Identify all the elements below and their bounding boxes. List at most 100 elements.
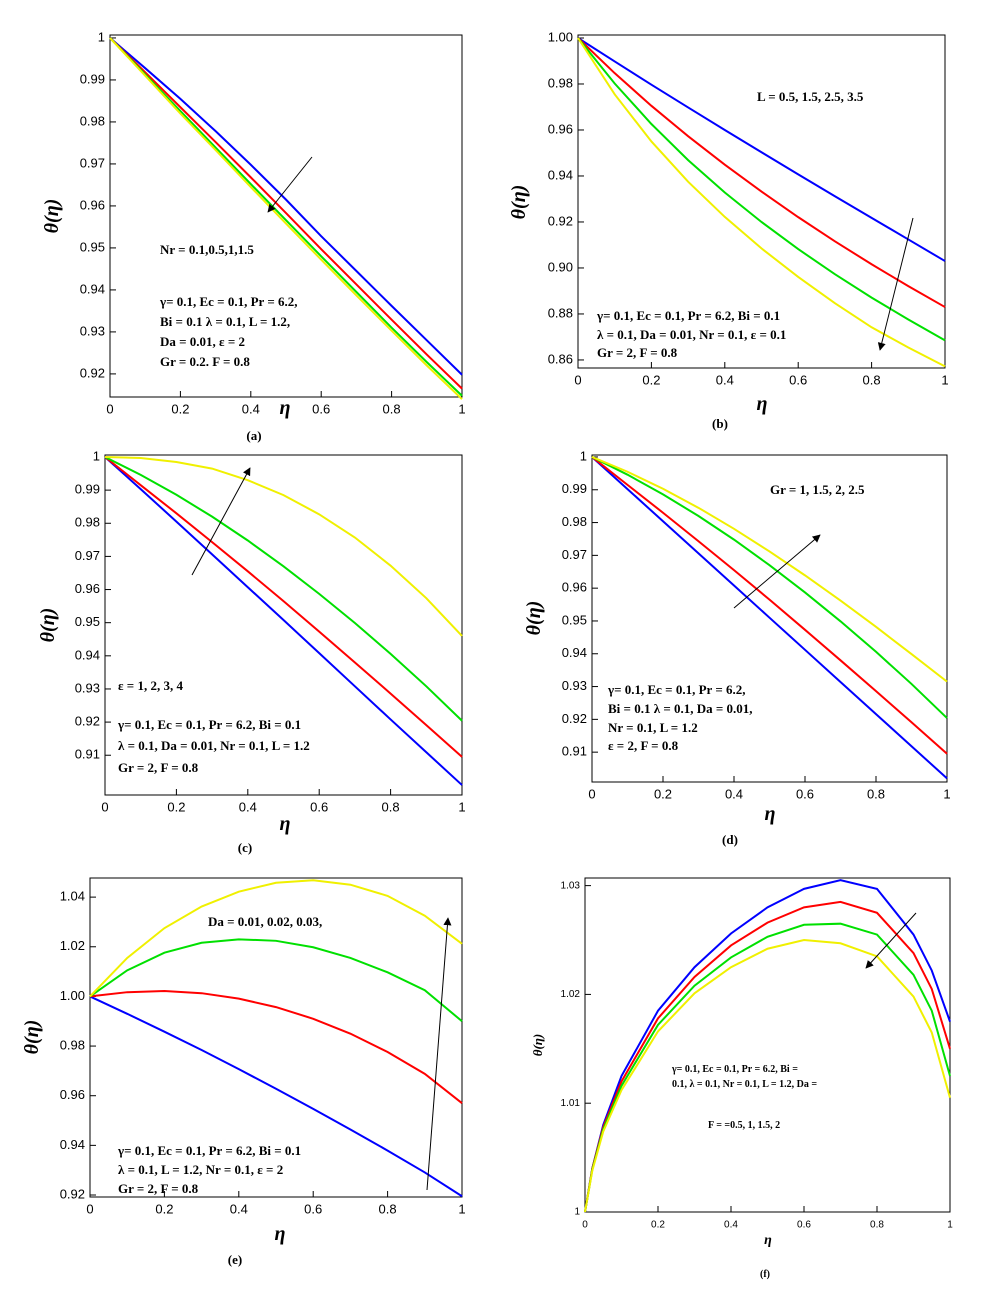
y-tick-label: 0.94 [80, 281, 105, 296]
x-tick-label: 0.2 [167, 799, 185, 814]
y-tick-label: 0.92 [562, 711, 587, 726]
y-axis-label: θ(η) [508, 185, 530, 220]
y-tick-label: 0.94 [75, 647, 100, 662]
plot-frame [577, 34, 946, 369]
x-tick-label: 0.4 [716, 372, 734, 387]
y-tick-label: 0.92 [80, 365, 105, 380]
y-tick-label: 0.98 [548, 75, 573, 90]
annotation: γ= 0.1, Ec = 0.1, Pr = 6.2, Bi = 0.1 [117, 717, 301, 732]
annotation: Gr = 2, F = 0.8 [118, 760, 199, 775]
line-series [591, 456, 948, 780]
plot-frame [591, 454, 948, 783]
x-tick-label: 0.2 [642, 372, 660, 387]
annotation: F = =0.5, 1, 1.5, 2 [708, 1120, 780, 1131]
y-tick-label: 0.91 [75, 747, 100, 762]
y-tick-label: 0.95 [75, 614, 100, 629]
line-series [104, 456, 463, 786]
panel: 0 0.2 0.4 0.6 0.8 1 0.91 0.92 0.93 0.94 0.95 0.96 0.… [37, 448, 466, 855]
annotation: Bi = 0.1 λ = 0.1, Da = 0.01, [608, 701, 753, 716]
y-tick-label: 0.94 [548, 167, 573, 182]
x-tick-label: 0 [86, 1201, 93, 1216]
caption: (d) [722, 832, 738, 847]
arrow [733, 534, 821, 609]
line-series [577, 37, 946, 342]
plot-frame [89, 877, 463, 1198]
line-series [584, 879, 951, 1213]
annotation: Gr = 0.2. F = 0.8 [160, 354, 250, 369]
y-tick-label: 0.86 [548, 351, 573, 366]
annotation: 0.1, λ = 0.1, Nr = 0.1, L = 1.2, Da = [672, 1079, 817, 1090]
annotation: ε = 1, 2, 3, 4 [118, 678, 183, 693]
y-tick-label: 0.91 [562, 744, 587, 759]
y-tick-label: 1.04 [60, 889, 85, 904]
annotation: λ = 0.1, Da = 0.01, Nr = 0.1, ε = 0.1 [597, 327, 786, 342]
x-axis-label: η [275, 1223, 286, 1245]
y-tick-label: 1 [580, 448, 587, 463]
x-tick-label: 0.6 [789, 372, 807, 387]
annotation: Gr = 1, 1.5, 2, 2.5 [770, 482, 865, 497]
annotation: γ= 0.1, Ec = 0.1, Pr = 6.2, Bi = 0.1 [596, 308, 780, 323]
y-tick-label: 0.98 [80, 113, 105, 128]
x-tick-label: 0.8 [379, 1201, 397, 1216]
x-tick-label: 0.2 [155, 1201, 173, 1216]
x-axis-label: η [765, 803, 776, 825]
y-tick-label: 0.98 [75, 515, 100, 530]
y-tick-label: 1.01 [561, 1098, 581, 1109]
y-tick-label: 0.93 [75, 680, 100, 695]
annotation: Gr = 2, F = 0.8 [597, 345, 678, 360]
caption: (b) [712, 416, 728, 431]
annotation: Bi = 0.1 λ = 0.1, L = 1.2, [160, 314, 290, 329]
plot-frame [104, 454, 463, 796]
x-tick-label: 1 [941, 372, 948, 387]
y-tick-label: 0.96 [60, 1087, 85, 1102]
annotation: γ= 0.1, Ec = 0.1, Pr = 6.2, [607, 682, 745, 697]
x-tick-label: 0.8 [867, 786, 885, 801]
x-tick-label: 0.2 [171, 401, 189, 416]
line-series [109, 37, 463, 390]
x-tick-label: 0.8 [383, 401, 401, 416]
x-axis-label: η [280, 397, 291, 419]
line-series [104, 456, 463, 758]
y-tick-label: 0.94 [562, 645, 587, 660]
y-tick-label: 0.88 [548, 305, 573, 320]
y-tick-label: 0.92 [75, 714, 100, 729]
line-series [104, 455, 463, 637]
x-tick-label: 0.2 [654, 786, 672, 801]
y-tick-label: 0.98 [562, 514, 587, 529]
line-series [89, 995, 463, 1198]
arrow [426, 917, 452, 1191]
y-tick-label: 0.99 [75, 482, 100, 497]
x-tick-label: 0.8 [382, 799, 400, 814]
line-series [109, 37, 463, 400]
y-axis-label: θ(η) [530, 1034, 545, 1057]
y-tick-label: 1 [93, 448, 100, 463]
caption: (a) [246, 428, 261, 443]
x-tick-label: 0.2 [651, 1220, 665, 1231]
arrow [267, 156, 313, 213]
panel: 0 0.2 0.4 0.6 0.8 1 0.86 0.88 0.90 0.92 0.94 0.96 0.… [508, 29, 949, 431]
caption: (e) [228, 1252, 242, 1267]
plot-frame [584, 877, 951, 1213]
panel: 0 0.2 0.4 0.6 0.8 1 1 1.01 1.02 1.03 γ= 0.1, Ec = … [530, 877, 953, 1280]
x-tick-label: 0.8 [863, 372, 881, 387]
y-axis-label: θ(η) [21, 1020, 43, 1055]
annotation: γ= 0.1, Ec = 0.1, Pr = 6.2, [159, 294, 297, 309]
annotation: L = 0.5, 1.5, 2.5, 3.5 [757, 89, 864, 104]
y-tick-label: 1.02 [60, 938, 85, 953]
caption: (c) [238, 840, 252, 855]
y-tick-label: 0.95 [80, 239, 105, 254]
line-series [591, 456, 948, 683]
y-tick-label: 1.00 [548, 29, 573, 44]
line-series [89, 938, 463, 1023]
x-tick-label: 1 [458, 799, 465, 814]
line-series [109, 37, 463, 397]
line-series [577, 37, 946, 308]
y-tick-label: 0.96 [80, 197, 105, 212]
x-tick-label: 1 [947, 1220, 953, 1231]
panel: 0 0.2 0.4 0.6 0.8 1 0.92 0.94 0.96 0.98 1.00 1.02 1.… [21, 877, 466, 1267]
annotation: Nr = 0.1,0.5,1,1.5 [160, 242, 254, 257]
y-tick-label: 1.02 [561, 989, 581, 1000]
y-tick-label: 0.96 [562, 580, 587, 595]
line-series [591, 456, 948, 719]
